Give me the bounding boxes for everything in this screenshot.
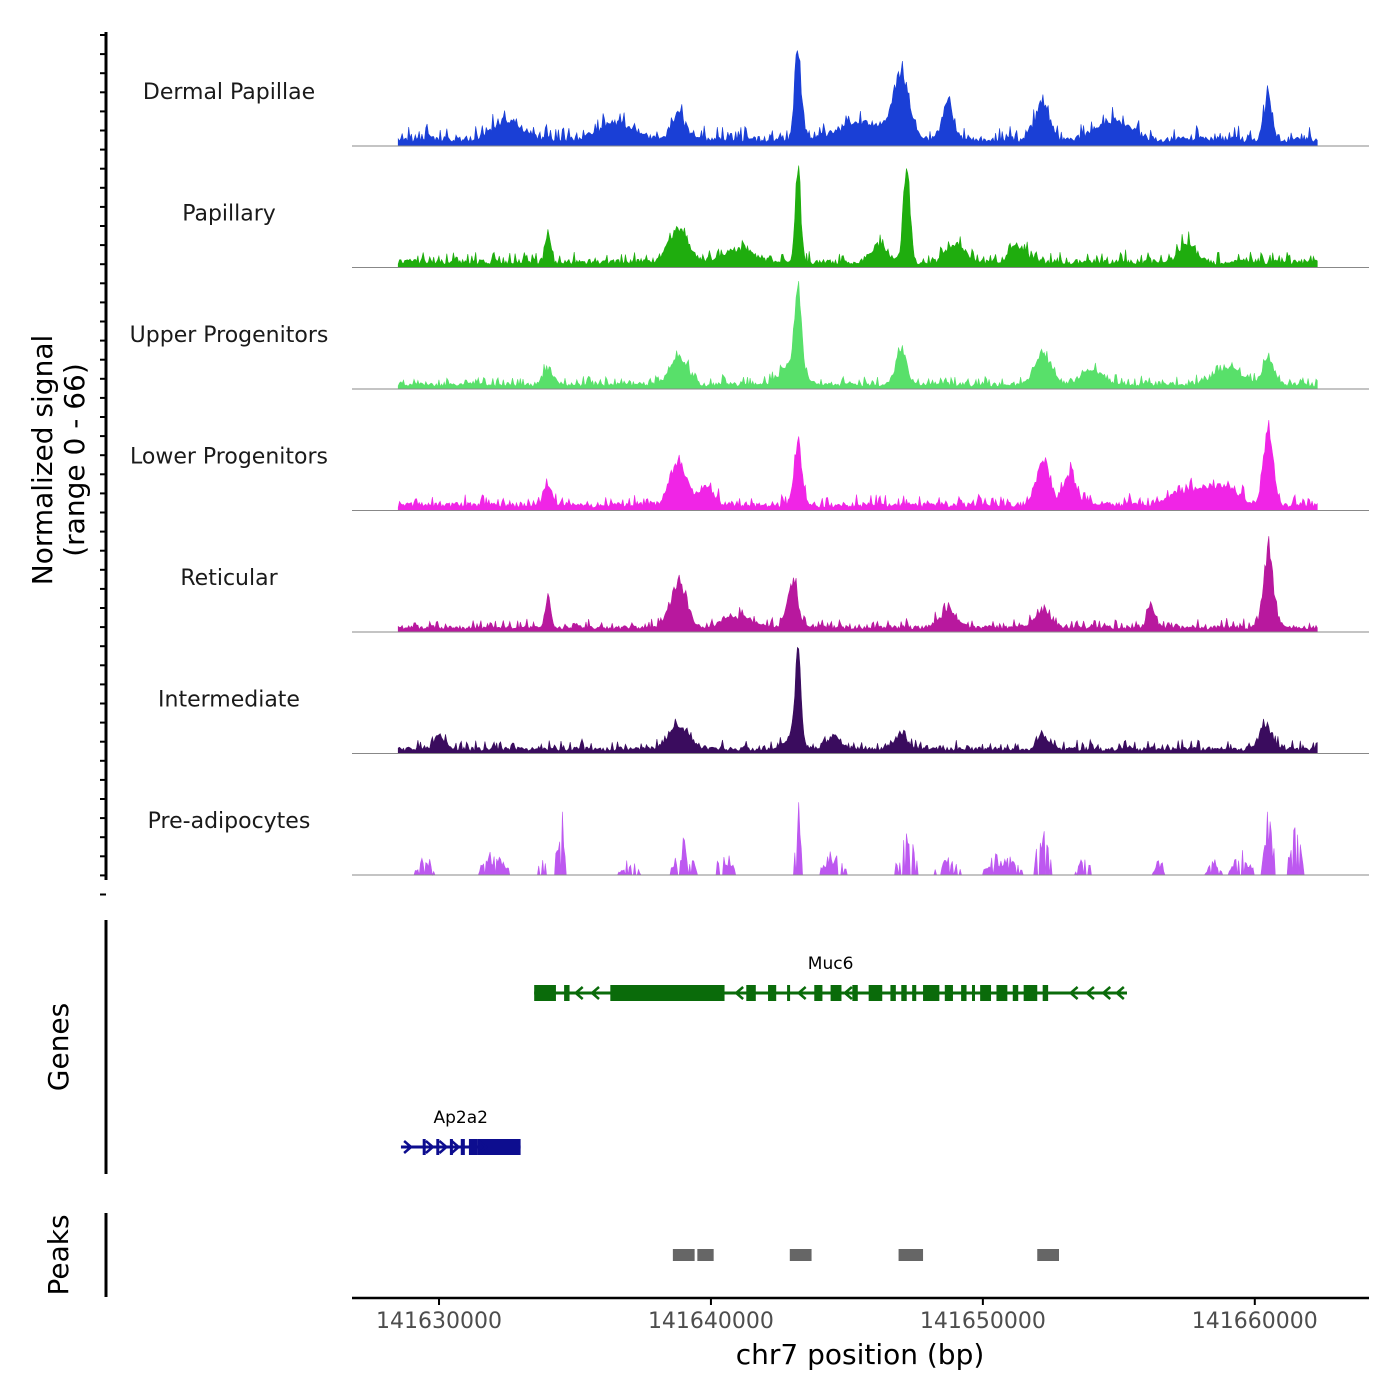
gene-exon xyxy=(436,1139,440,1155)
gene-strand-arrow xyxy=(1068,986,1079,1000)
gene-exon xyxy=(971,985,975,1001)
gene-exon xyxy=(422,1139,426,1155)
gene-exon xyxy=(890,985,896,1001)
peaks-panel-label: Peaks xyxy=(42,1214,75,1295)
peak-region xyxy=(697,1249,714,1261)
gene-strand-arrow xyxy=(842,986,853,1000)
gene-exon xyxy=(1042,985,1049,1001)
gene-exon xyxy=(768,985,777,1001)
gene-exon xyxy=(449,1139,453,1155)
gene-exon xyxy=(830,985,842,1001)
gene-exon xyxy=(1012,985,1019,1001)
signal-area-4 xyxy=(397,536,1318,633)
gene-strand-arrow xyxy=(450,1140,461,1154)
signal-area-2 xyxy=(397,280,1318,390)
gene-strand-arrow xyxy=(478,1140,488,1154)
gene-strand-arrow xyxy=(573,986,584,1000)
gene-exon xyxy=(961,985,967,1001)
gene-exon xyxy=(868,985,883,1001)
gene-exon xyxy=(468,1139,478,1155)
x-tick-label: 141660000 xyxy=(1192,1309,1318,1334)
gene-exon xyxy=(912,985,917,1001)
gene-strand-arrow xyxy=(425,1140,435,1154)
gene-strand-arrow xyxy=(438,1140,449,1154)
track-label: Upper Progenitors xyxy=(130,323,329,348)
gene-exon xyxy=(923,985,940,1001)
gene-label: Muc6 xyxy=(808,954,854,974)
y-axis-range-label: (range 0 - 66) xyxy=(58,363,91,557)
peak-region xyxy=(1037,1249,1060,1261)
gene-strand-arrow xyxy=(590,986,600,1000)
signal-area-0 xyxy=(397,50,1318,147)
gene-exon xyxy=(787,985,791,1001)
track-label: Reticular xyxy=(180,566,278,591)
gene-exon xyxy=(460,1139,465,1155)
gene-exon xyxy=(980,985,992,1001)
track-label: Intermediate xyxy=(158,688,300,713)
x-axis-ticks: 141630000 141640000 141650000 141660000 xyxy=(376,1298,1318,1334)
signal-area-6 xyxy=(398,802,1318,877)
signal-area-1 xyxy=(397,165,1318,268)
gene-strand-arrow xyxy=(1084,986,1095,1000)
signal-tracks: Dermal Papillae Papillary Upper Progenitor… xyxy=(130,50,1369,877)
x-tick-label: 141650000 xyxy=(920,1309,1046,1334)
track-label: Dermal Papillae xyxy=(143,80,315,105)
gene-strand-arrow xyxy=(1101,986,1112,1000)
signal-y-axis xyxy=(100,32,108,896)
gene-exon xyxy=(944,985,953,1001)
gene-exon xyxy=(901,985,907,1001)
signal-area-5 xyxy=(397,646,1318,754)
gene-strand-arrow xyxy=(1114,986,1125,1000)
gene-exon xyxy=(534,985,556,1001)
x-tick-label: 141640000 xyxy=(648,1309,774,1334)
track-label: Pre-adipocytes xyxy=(148,809,311,834)
x-axis-title: chr7 position (bp) xyxy=(736,1338,985,1371)
gene-exon xyxy=(746,985,756,1001)
peak-region xyxy=(672,1249,695,1261)
gene-annotations: Ap2a2 Muc6 xyxy=(400,954,1127,1155)
gene-exon xyxy=(610,985,725,1001)
gene-label: Ap2a2 xyxy=(434,1108,488,1128)
gene-strand-arrow xyxy=(734,986,744,1000)
genes-panel-label: Genes xyxy=(42,1003,75,1091)
gene-exon xyxy=(996,985,1008,1001)
x-tick-label: 141630000 xyxy=(376,1309,502,1334)
peak-region xyxy=(898,1249,924,1261)
gene-exon xyxy=(1023,985,1038,1001)
signal-area-3 xyxy=(397,419,1318,511)
gene-strand-arrow xyxy=(796,986,807,1000)
gene-exon xyxy=(814,985,823,1001)
track-label: Papillary xyxy=(182,202,276,227)
gene-strand-arrow xyxy=(403,1140,414,1154)
track-label: Lower Progenitors xyxy=(130,445,328,470)
gene-exon xyxy=(564,985,570,1001)
gene-exon xyxy=(477,1139,521,1155)
y-axis-title: Normalized signal xyxy=(26,335,59,586)
gene-exon xyxy=(852,985,858,1001)
peak-regions xyxy=(672,1249,1060,1261)
peak-region xyxy=(789,1249,812,1261)
